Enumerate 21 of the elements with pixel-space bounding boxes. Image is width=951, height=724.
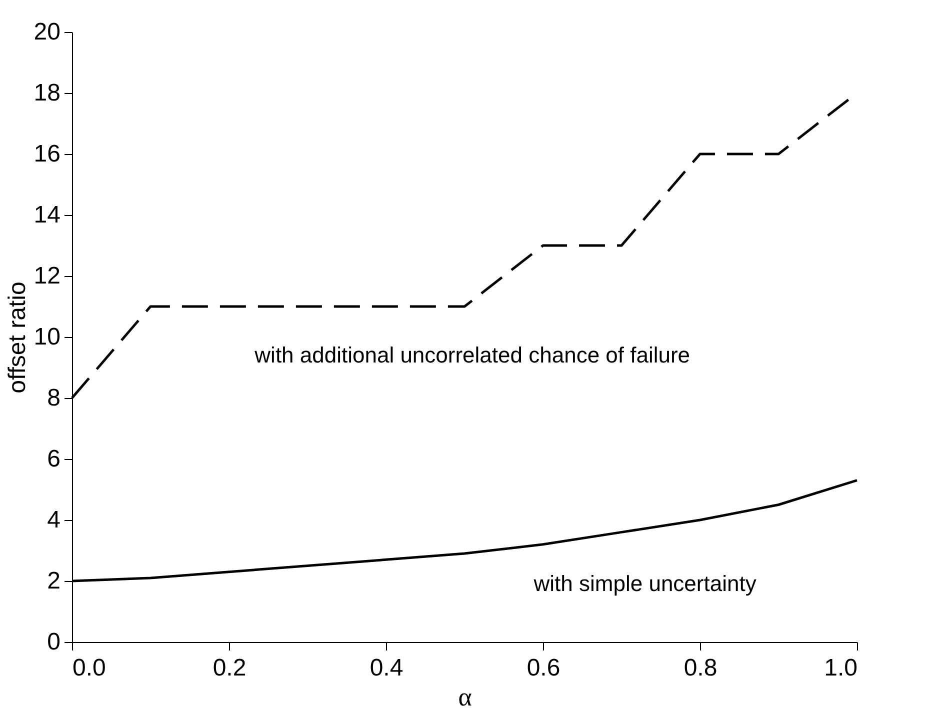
y-tick-label: 12 xyxy=(34,262,60,290)
y-tick-label: 8 xyxy=(47,384,60,412)
x-tick-label: 0.4 xyxy=(370,654,404,682)
y-tick-label: 10 xyxy=(34,324,60,350)
x-tick-label: 0.8 xyxy=(684,654,718,682)
y-tick-label: 6 xyxy=(47,446,60,472)
x-axis-title: α xyxy=(458,682,472,712)
y-tick-label: 2 xyxy=(47,568,60,594)
y-axis-title: offset ratio xyxy=(4,282,31,394)
x-tick-label: 0.2 xyxy=(212,654,246,682)
y-tick-label: 18 xyxy=(34,80,60,106)
x-tick-label: 0.6 xyxy=(526,654,560,682)
y-tick-label: 4 xyxy=(47,506,60,534)
series-label: with simple uncertainty xyxy=(532,571,756,596)
y-tick-label: 14 xyxy=(34,202,60,228)
y-tick-label: 20 xyxy=(34,18,60,46)
x-tick-label: 0.0 xyxy=(72,654,106,682)
y-tick-label: 16 xyxy=(34,140,60,168)
x-tick-label: 1.0 xyxy=(824,654,858,682)
series-label: with additional uncorrelated chance of failure xyxy=(254,342,690,368)
y-tick-label: 0 xyxy=(47,628,60,656)
